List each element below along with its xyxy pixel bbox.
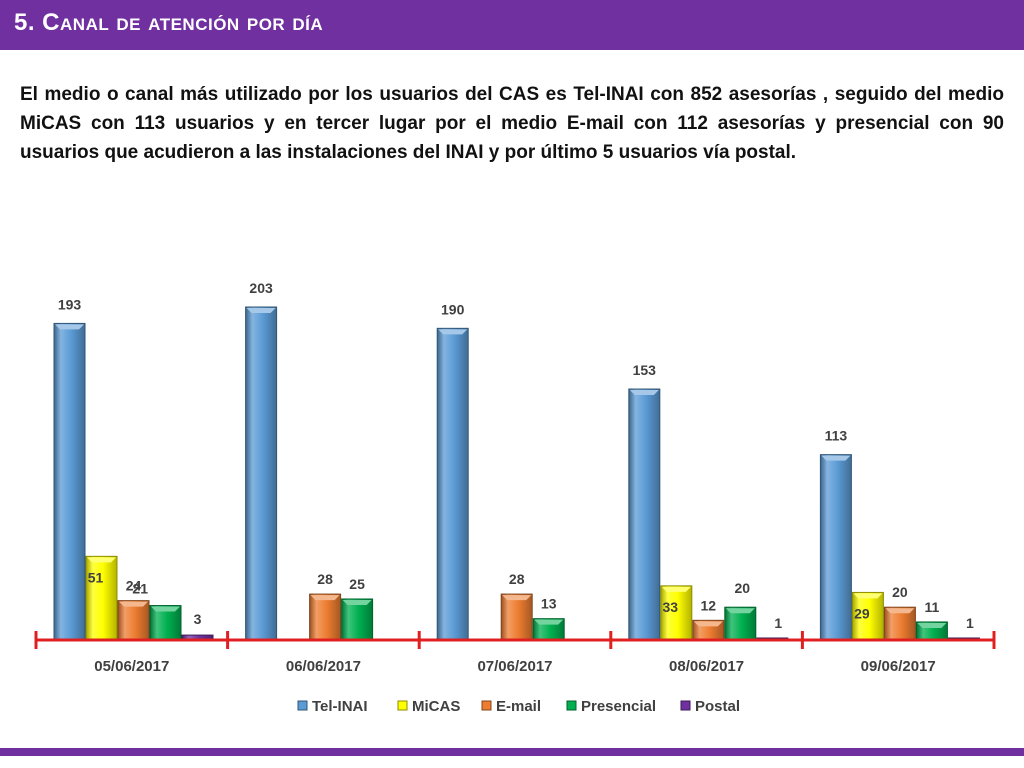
legend-swatch-e-mail xyxy=(481,700,492,711)
bar-presencial-1 xyxy=(341,598,374,641)
bar-tel-inai-4 xyxy=(819,454,852,641)
data-label: 153 xyxy=(633,362,657,378)
data-label: 28 xyxy=(317,571,333,587)
bar-tel-inai-1 xyxy=(245,306,278,641)
bar-micas-0 xyxy=(85,555,118,641)
data-label: 20 xyxy=(892,584,908,600)
bar-e-mail-0 xyxy=(117,600,150,641)
legend-swatch-micas xyxy=(397,700,408,711)
title-bar: 5. Canal de atención por día xyxy=(0,0,1024,50)
bar-bevel xyxy=(342,599,372,605)
bar-bevel xyxy=(534,619,564,625)
bar-tel-inai-0 xyxy=(53,322,86,641)
legend-label: E-mail xyxy=(496,698,541,715)
legend-label: Presencial xyxy=(581,698,656,715)
page-title: 5. Canal de atención por día xyxy=(14,9,324,36)
bottom-bar xyxy=(0,748,1024,756)
bar-bevel xyxy=(917,622,947,628)
data-label: 24 xyxy=(126,578,142,594)
legend-label: Tel-INAI xyxy=(312,698,368,715)
bar-bevel xyxy=(119,601,148,607)
x-tick-label: 09/06/2017 xyxy=(861,658,936,675)
bar-micas-4 xyxy=(851,591,884,641)
bar-e-mail-2 xyxy=(500,593,533,641)
intro-paragraph: El medio o canal más utilizado por los u… xyxy=(20,84,1004,163)
bar-bevel xyxy=(151,606,180,612)
bar-bevel xyxy=(246,308,276,313)
data-label: 1 xyxy=(774,615,782,631)
data-label: 1 xyxy=(966,615,974,631)
bar-bevel xyxy=(661,586,691,592)
legend-label: Postal xyxy=(695,698,740,715)
bar-micas-3 xyxy=(660,585,693,641)
data-label: 3 xyxy=(194,611,202,627)
legend-swatch-presencial xyxy=(566,700,577,711)
bar-bevel xyxy=(55,324,84,330)
data-label: 12 xyxy=(701,597,717,613)
data-label: 21 xyxy=(132,581,148,597)
x-tick-label: 07/06/2017 xyxy=(477,658,552,675)
bar-tel-inai-2 xyxy=(436,327,469,641)
legend-label: MiCAS xyxy=(412,698,460,715)
data-label: 29 xyxy=(854,605,870,621)
data-label: 28 xyxy=(509,571,525,587)
x-tick-label: 05/06/2017 xyxy=(94,658,169,675)
bar-bevel xyxy=(853,593,883,599)
bar-bevel xyxy=(725,608,755,614)
data-label: 11 xyxy=(924,599,939,615)
bar-bevel xyxy=(885,608,915,614)
data-label: 20 xyxy=(735,580,751,596)
bar-e-mail-1 xyxy=(309,593,342,641)
x-tick-label: 06/06/2017 xyxy=(286,658,361,675)
legend-swatch-tel-inai xyxy=(297,700,308,711)
bar-tel-inai-3 xyxy=(628,388,661,641)
data-label: 193 xyxy=(58,296,82,312)
bar-bevel xyxy=(310,595,340,601)
bar-bevel xyxy=(87,557,116,563)
data-label: 190 xyxy=(441,301,465,317)
data-label: 113 xyxy=(825,428,848,444)
data-label: 51 xyxy=(88,569,104,585)
bar-bevel xyxy=(438,329,468,335)
data-label: 33 xyxy=(663,599,679,615)
data-label: 13 xyxy=(541,596,557,612)
bar-bevel xyxy=(821,455,851,461)
data-label: 25 xyxy=(349,576,365,592)
bar-bevel xyxy=(502,595,532,601)
legend-swatch-postal xyxy=(680,700,691,711)
bar-bevel xyxy=(693,621,723,627)
data-label: 203 xyxy=(249,280,273,296)
bar-presencial-0 xyxy=(149,605,182,641)
x-tick-label: 08/06/2017 xyxy=(669,658,744,675)
bar-bevel xyxy=(629,390,659,396)
